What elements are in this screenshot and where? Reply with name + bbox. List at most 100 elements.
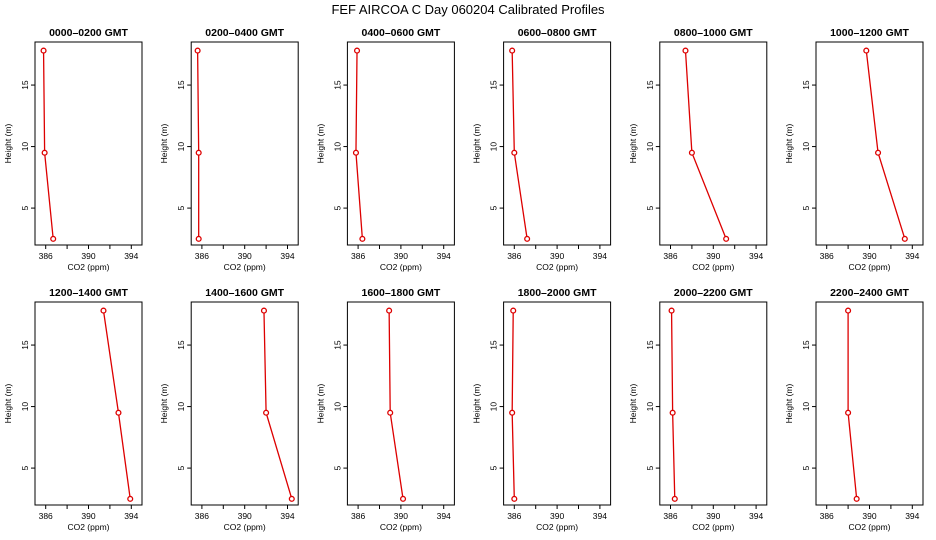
y-tick-label: 5 [332,465,342,470]
panel-8: 1400–1600 GMT 386 390 394 5 10 15 CO2 (ppm) Heig… [159,287,299,532]
y-axis-label: Height (m) [784,124,794,164]
profile-line [196,50,200,239]
panel-3: 0400–0600 GMT 386 390 394 5 10 15 CO2 (ppm) Heig… [315,27,455,272]
data-point [195,149,202,156]
panel-11: 2000–2200 GMT 386 390 394 5 10 15 CO2 (ppm) Heig… [628,287,768,532]
y-axis-label: Height (m) [628,124,638,164]
y-tick-label: 15 [176,340,186,350]
data-point [511,495,518,502]
y-tick-label: 10 [332,142,342,152]
profile-line [511,310,515,499]
data-point [723,235,730,242]
y-tick-label: 5 [489,465,499,470]
data-point [901,235,908,242]
y-tick-label: 10 [489,142,499,152]
panel-7: 1200–1400 GMT 386 390 394 5 10 15 CO2 (ppm) Heig… [3,287,143,532]
x-tick-label: 390 [81,511,95,521]
data-point [50,235,57,242]
x-tick-label: 390 [706,251,720,261]
x-tick-label: 386 [663,251,677,261]
x-tick-label: 386 [195,251,209,261]
x-tick-label: 390 [862,251,876,261]
plot-frame [659,301,768,506]
data-point [288,495,295,502]
x-tick-label: 390 [550,511,564,521]
data-point [863,47,870,54]
y-tick-label: 10 [20,142,30,152]
x-tick-label: 394 [280,251,294,261]
y-tick-label: 15 [489,80,499,90]
x-tick-label: 390 [238,251,252,261]
x-tick-label: 394 [749,511,763,521]
y-axis-label: Height (m) [315,124,325,164]
plot-frame [346,41,455,246]
y-tick-label: 5 [801,205,811,210]
y-axis-label: Height (m) [472,384,482,424]
panel-title: 0400–0600 GMT [361,27,440,39]
data-point [671,495,678,502]
x-axis-label: CO2 (ppm) [380,522,422,532]
x-tick-label: 394 [593,511,607,521]
data-point [263,409,270,416]
x-tick-label: 390 [81,251,95,261]
x-tick-label: 386 [507,511,521,521]
y-tick-label: 10 [176,142,186,152]
x-axis-label: CO2 (ppm) [67,262,109,272]
panel-5: 0800–1000 GMT 386 390 394 5 10 15 CO2 (ppm) Heig… [628,27,768,272]
y-tick-label: 15 [176,80,186,90]
y-tick-label: 10 [645,402,655,412]
data-point [524,235,531,242]
y-tick-label: 10 [489,402,499,412]
x-axis-label: CO2 (ppm) [848,262,890,272]
panel-2: 0200–0400 GMT 386 390 394 5 10 15 CO2 (ppm) Heig… [159,27,299,272]
plot-frame [815,41,924,246]
data-point [509,47,516,54]
y-tick-label: 15 [332,340,342,350]
x-tick-label: 394 [124,251,138,261]
y-tick-label: 10 [645,142,655,152]
data-point [399,495,407,502]
panel-title: 1400–1600 GMT [205,287,284,299]
y-tick-label: 5 [20,465,30,470]
panel-title: 1600–1800 GMT [361,287,440,299]
y-tick-label: 5 [645,465,655,470]
data-point [194,47,201,54]
profile-line [511,50,528,239]
profile-line [388,310,404,499]
panel-title: 2200–2400 GMT [830,287,909,299]
plot-frame [346,301,455,506]
y-axis-label: Height (m) [315,384,325,424]
profile-line [684,50,727,240]
data-point [682,47,689,54]
data-point [853,495,860,502]
x-tick-label: 390 [550,251,564,261]
x-axis-label: CO2 (ppm) [224,522,266,532]
y-axis-label: Height (m) [628,384,638,424]
profile-line [355,50,364,239]
y-tick-label: 10 [801,402,811,412]
x-tick-label: 386 [39,511,53,521]
y-tick-label: 15 [20,80,30,90]
x-axis-label: CO2 (ppm) [692,262,734,272]
data-point [41,149,48,156]
data-point [387,409,394,416]
x-tick-label: 390 [238,511,252,521]
y-axis-label: Height (m) [159,384,169,424]
data-point [875,149,882,156]
y-tick-label: 15 [645,80,655,90]
panel-title: 0200–0400 GMT [205,27,284,39]
data-point [40,47,47,54]
x-axis-label: CO2 (ppm) [536,262,578,272]
data-point [845,307,852,314]
panel-12: 2200–2400 GMT 386 390 394 5 10 15 CO2 (ppm) Heig… [784,287,924,532]
x-tick-label: 390 [706,511,720,521]
panel-title: 0000–0200 GMT [49,27,128,39]
y-tick-label: 5 [489,205,499,210]
plot-frame [659,41,768,246]
x-tick-label: 394 [593,251,607,261]
y-axis-label: Height (m) [472,124,482,164]
panel-title: 2000–2200 GMT [674,287,753,299]
y-tick-label: 5 [20,205,30,210]
data-point [845,409,852,416]
profile-line [865,50,906,240]
